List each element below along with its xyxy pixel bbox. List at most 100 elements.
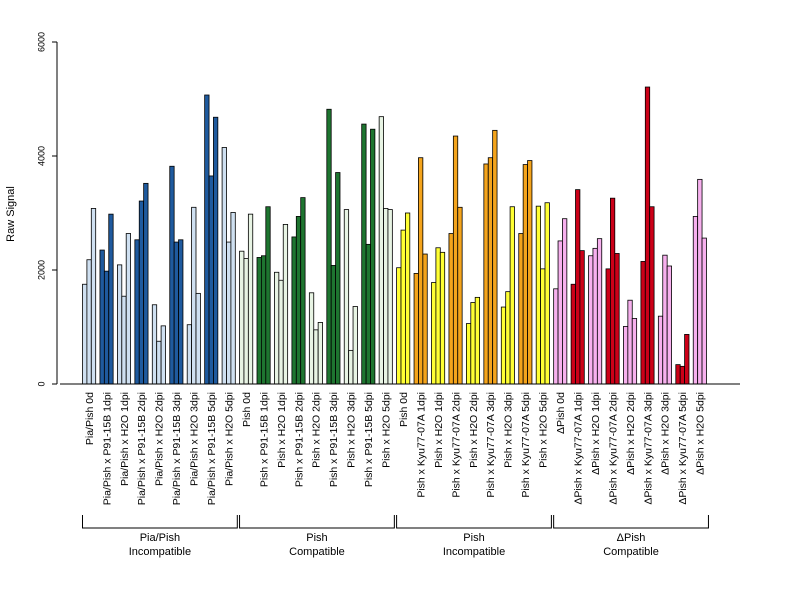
bar [679,365,686,385]
bar [692,216,699,385]
bar [553,288,559,385]
bar [483,163,489,385]
group-label-line1: Pish [463,532,484,544]
bar [631,318,638,385]
category-label: Pia/Pish 0d [84,392,96,445]
bar [82,283,88,385]
category-label: Pia/Pish x P91-15B 3dpi [171,392,183,505]
bar [195,292,201,385]
bar [348,349,354,385]
category-label: Pia/Pish x H2O 5dpi [223,392,235,486]
category-label: Pia/Pish x P91-15B 1dpi [101,392,113,505]
bar [300,197,306,385]
category-label: Pish x P91-15B 5dpi [363,392,375,487]
bar [387,209,393,385]
y-axis: 0 2000 4000 6000 [36,32,58,387]
group-bracket [239,515,395,529]
bar [151,304,158,385]
bar [457,206,463,385]
category-label: Pish x Kyu77-07A 1dpi [415,392,427,498]
bar [623,326,629,385]
bar [644,86,651,385]
bar [400,229,406,385]
bar [649,206,655,385]
category-label: ΔPish x Kyu77-07A 1dpi [572,392,584,505]
bar [413,273,419,385]
bar [487,157,494,385]
category-label: Pish x H2O 5dpi [381,392,393,468]
category-label: Pia/Pish x H2O 2dpi [154,392,166,486]
bar [465,323,472,385]
bar [326,108,332,385]
category-label: Pish x Kyu77-07A 2dpi [450,392,462,498]
bar [230,212,236,385]
bar [221,147,227,385]
bar [439,251,446,385]
category-label: Pish x H2O 1dpi [433,392,445,468]
bar [452,135,459,385]
bar [260,255,267,385]
bar [610,197,616,385]
group-brackets: Pia/Pish Incompatible Pish Compatible Pish In… [82,515,709,558]
bar [282,223,289,385]
bar [86,259,92,385]
bar [662,254,668,385]
bars [82,86,707,385]
bar [295,216,302,385]
bar [614,253,620,385]
category-label: ΔPish x Kyu77-07A 2dpi [607,392,619,505]
y-tick-label: 4000 [36,146,46,166]
bar [540,268,546,385]
bar [640,261,646,385]
bar [186,324,192,385]
bar [117,264,123,385]
group-label-line1: Pia/Pish [140,532,180,544]
bar [121,295,127,385]
bar [474,296,481,385]
bar [418,157,424,385]
bar [247,213,254,385]
bar [213,116,219,385]
bar [108,213,114,385]
bar [274,271,280,385]
category-label: Pish x H2O 2dpi [311,392,323,468]
category-label: Pish x P91-15B 3dpi [328,392,340,487]
category-label: ΔPish x Kyu77-07A 5dpi [677,392,689,505]
bar [492,129,498,385]
category-label: Pish x P91-15B 2dpi [293,392,305,487]
bar [361,123,367,385]
bar [562,218,568,385]
category-label: Pish x Kyu77-07A 3dpi [485,392,497,498]
bar [522,164,528,385]
category-label: Pia/Pish x P91-15B 2dpi [136,392,148,505]
bar [588,255,594,385]
bar [378,116,384,385]
bar [383,208,389,385]
bar [509,206,515,385]
category-label: Pia/Pish x H2O 1dpi [119,392,131,486]
bar [535,205,542,385]
bar [370,128,376,385]
category-label: Pish x H2O 2dpi [468,392,480,468]
group-label-line1: ΔPish [617,532,646,544]
bar [570,283,576,385]
bar [575,189,581,385]
bar [431,282,437,385]
bar [448,233,454,385]
bar [243,258,249,385]
bar [505,291,511,385]
category-label: Pish x P91-15B 1dpi [258,392,270,487]
group-label-line2: Compatible [603,546,659,558]
bar [666,265,672,385]
category-label: ΔPish x H2O 1dpi [590,392,602,475]
bar [527,160,533,385]
bar [103,270,110,385]
bar [544,202,550,385]
bar [335,172,341,385]
category-label: Pish 0d [398,392,410,427]
category-label: ΔPish x H2O 2dpi [625,392,637,475]
bar [156,340,162,385]
bar [404,212,411,385]
category-label: Pia/Pish x H2O 3dpi [189,392,201,486]
